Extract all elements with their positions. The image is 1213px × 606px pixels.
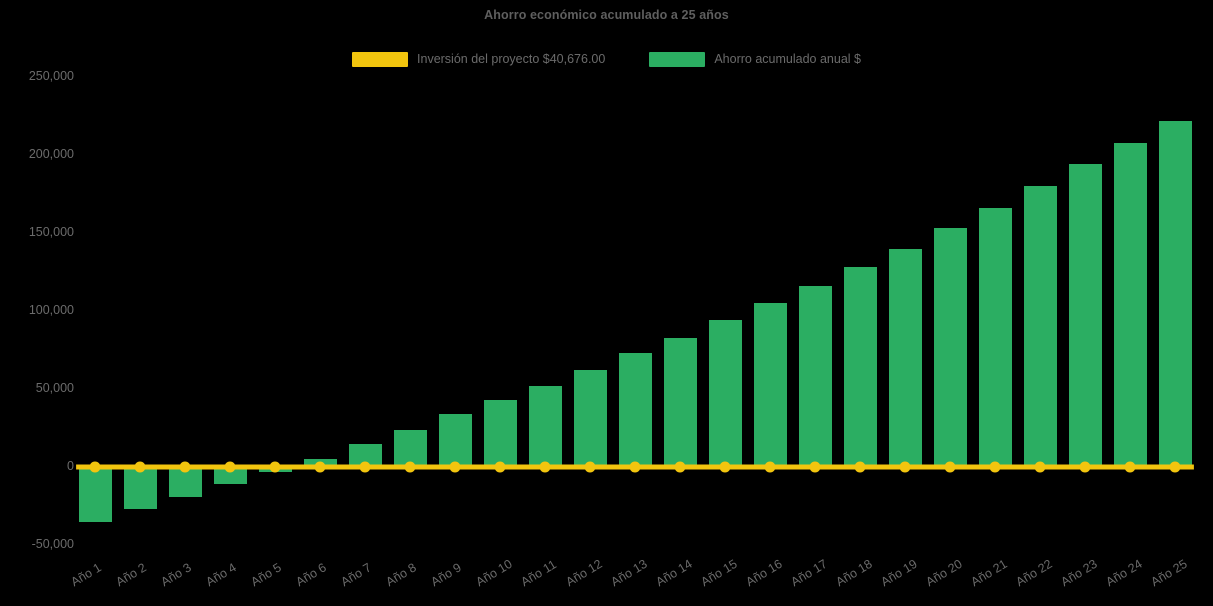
bar[interactable] [438,413,472,467]
y-axis: -50,000 0 50,000 100,000 150,000 200,000 250,0… [0,0,74,606]
bar[interactable] [933,228,967,467]
x-tick-label: Año 12 [563,556,605,590]
x-tick-label: Año 6 [293,560,329,590]
y-tick-label: 100,000 [28,303,74,317]
bar[interactable] [798,286,832,467]
x-tick-label: Año 3 [158,560,194,590]
bar[interactable] [663,337,697,467]
bar[interactable] [888,248,922,467]
y-tick-label: 50,000 [35,381,74,395]
bar[interactable] [1023,186,1057,467]
y-tick-label: 250,000 [28,69,74,83]
x-tick-label: Año 9 [428,560,464,590]
bar[interactable] [843,267,877,467]
x-tick-label: Año 2 [113,560,149,590]
x-tick-label: Año 5 [248,560,284,590]
y-tick-label: -50,000 [31,537,74,551]
x-tick-label: Año 16 [743,556,785,590]
bar[interactable] [1113,142,1147,467]
x-tick-label: Año 10 [473,556,515,590]
x-tick-label: Año 1 [68,560,104,590]
x-tick-label: Año 4 [203,560,239,590]
x-tick-label: Año 22 [1013,556,1055,590]
y-tick-label: 200,000 [28,147,74,161]
x-tick-label: Año 7 [338,560,374,590]
chart-title: Ahorro económico acumulado a 25 años [484,8,729,22]
x-tick-label: Año 17 [788,556,830,590]
x-tick-label: Año 24 [1103,556,1145,590]
bar[interactable] [348,443,382,467]
bar[interactable] [213,467,247,485]
bar[interactable] [753,303,787,467]
bar[interactable] [978,208,1012,467]
bar[interactable] [123,467,157,510]
bar[interactable] [618,353,652,467]
x-tick-label: Año 21 [968,556,1010,590]
x-tick-label: Año 11 [518,557,559,590]
bar[interactable] [1068,164,1102,467]
x-tick-label: Año 15 [698,556,740,590]
bar[interactable] [78,467,112,522]
x-tick-label: Año 20 [923,556,965,590]
x-tick-label: Año 19 [878,556,920,590]
bar[interactable] [1158,120,1192,467]
x-tick-label: Año 23 [1058,556,1100,590]
bar[interactable] [528,385,562,467]
x-tick-label: Año 14 [653,556,695,590]
x-tick-label: Año 8 [383,560,419,590]
bar[interactable] [393,429,427,467]
bar[interactable] [573,370,607,467]
x-tick-label: Año 25 [1148,556,1190,590]
bar[interactable] [708,320,742,467]
y-tick-label: 0 [67,459,74,473]
x-tick-label: Año 13 [608,556,650,590]
bar[interactable] [483,399,517,467]
x-tick-label: Año 18 [833,556,875,590]
y-tick-label: 150,000 [28,225,74,239]
